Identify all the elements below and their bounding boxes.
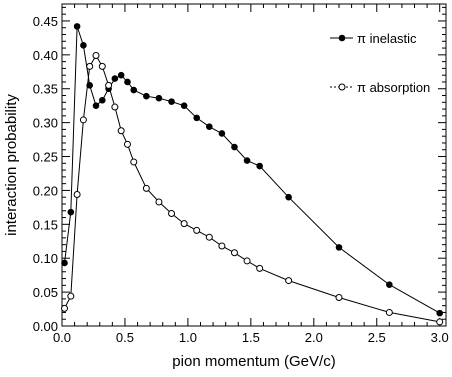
y-tick-label: 0.20 (33, 183, 58, 198)
x-axis-title: pion momentum (GeV/c) (172, 353, 335, 370)
y-axis-title: interaction probability (3, 94, 20, 236)
data-point (180, 102, 188, 109)
legend-entry: π absorption (330, 80, 430, 95)
y-tick-label: 0.45 (33, 14, 58, 29)
data-point (335, 294, 343, 302)
data-point (386, 281, 393, 288)
data-point (168, 209, 176, 217)
x-tick-label: 3.0 (431, 330, 449, 345)
data-point (67, 292, 75, 300)
data-point (285, 277, 293, 285)
data-point (206, 123, 213, 130)
y-tick-label: 0.10 (33, 251, 58, 266)
data-point (124, 78, 131, 86)
x-tick-label: 2.0 (305, 330, 323, 345)
y-tick-label: 0.25 (33, 150, 58, 165)
data-point (335, 244, 343, 251)
data-point (168, 98, 175, 105)
data-point (193, 114, 201, 122)
y-tick-label: 0.15 (33, 217, 58, 232)
data-point (231, 143, 238, 151)
data-point (61, 259, 68, 267)
data-point (111, 75, 119, 82)
series-absorption (61, 52, 444, 326)
x-tick-label: 0.0 (53, 330, 71, 345)
data-point (130, 158, 138, 166)
legend-marker (338, 83, 346, 91)
series-line (64, 54, 440, 323)
data-point (193, 226, 201, 234)
data-point (436, 309, 444, 317)
x-tick-label: 2.5 (368, 330, 386, 345)
data-point (80, 42, 87, 49)
data-point (243, 257, 251, 265)
data-point (92, 52, 100, 60)
data-point (218, 242, 226, 250)
data-point (105, 81, 113, 89)
y-tick-label: 0.40 (33, 48, 58, 63)
data-point (92, 102, 100, 109)
x-tick-label: 1.0 (179, 330, 197, 345)
series-line (64, 26, 440, 314)
data-point (79, 116, 87, 124)
data-point (86, 62, 94, 70)
data-point (142, 184, 150, 192)
data-point (117, 71, 125, 79)
data-point (61, 304, 69, 312)
data-point (73, 190, 81, 198)
plot-frame (61, 3, 447, 327)
series-inelastic (61, 23, 444, 317)
legend-entry: π inelastic (330, 31, 417, 46)
y-tick-label: 0.05 (33, 285, 58, 300)
data-point (218, 130, 226, 137)
data-point (256, 162, 263, 170)
y-tick-label: 0.30 (33, 116, 58, 131)
x-tick-label: 0.5 (116, 330, 134, 345)
legend-label: π inelastic (357, 31, 417, 46)
data-point (385, 308, 393, 316)
data-point (243, 157, 251, 164)
data-point (117, 127, 125, 135)
legend-label: π absorption (357, 80, 430, 95)
data-point (180, 220, 188, 228)
series-layer (61, 23, 444, 326)
data-point (256, 264, 264, 272)
data-point (67, 208, 75, 216)
x-tick-label: 1.5 (242, 330, 260, 345)
y-tick-label: 0.35 (33, 82, 58, 97)
legend-marker (338, 34, 346, 42)
data-point (205, 233, 213, 241)
y-tick-label: 0.00 (33, 319, 58, 334)
data-point (111, 103, 119, 111)
data-point (73, 23, 81, 30)
data-point (130, 86, 138, 94)
data-point (155, 198, 163, 206)
axes (61, 3, 447, 327)
data-point (86, 82, 93, 89)
data-point (143, 92, 150, 100)
legend: π inelastic π absorption (330, 31, 430, 95)
data-point (98, 62, 106, 70)
ticks (61, 4, 446, 327)
data-point (155, 94, 163, 102)
data-point (285, 193, 292, 201)
data-point (123, 140, 131, 148)
data-point (230, 249, 238, 257)
tick-labels: 0.0 0.5 1.0 1.5 2.0 2.5 3.0 0.00 0.05 0.10 0.15 0.2… (33, 14, 449, 345)
data-point (98, 96, 106, 104)
data-point (436, 318, 444, 326)
